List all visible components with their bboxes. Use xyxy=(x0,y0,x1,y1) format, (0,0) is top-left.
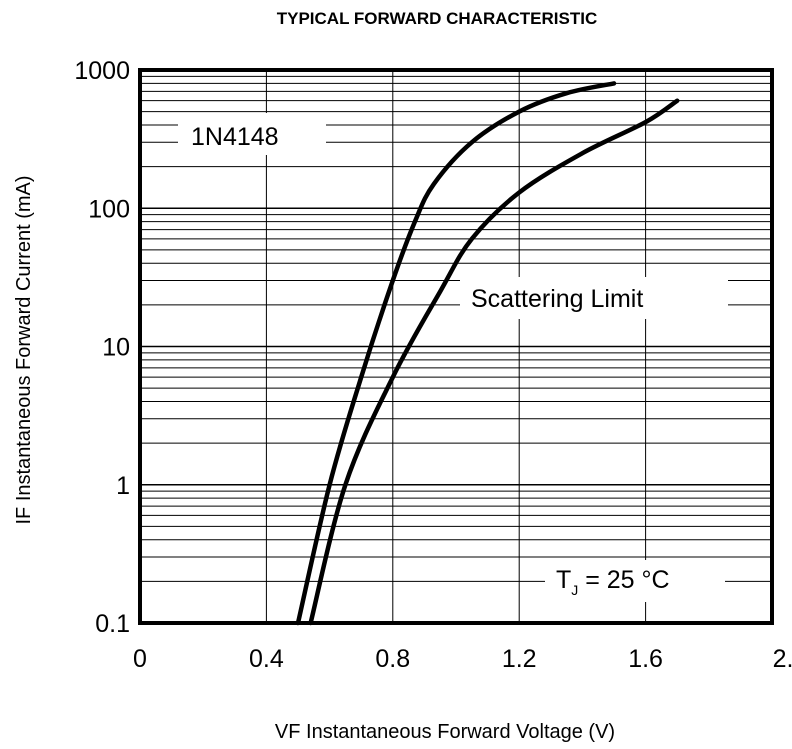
tj-value: = 25 °C xyxy=(578,566,669,594)
chart-title: TYPICAL FORWARD CHARACTERISTIC xyxy=(277,9,598,28)
scatter-limit-label: Scattering Limit xyxy=(471,285,643,313)
y-tick-label: 0.1 xyxy=(95,610,130,638)
forward-curve-2 xyxy=(308,98,680,626)
x-tick-label: 0.4 xyxy=(249,645,284,673)
plot-frame xyxy=(138,68,774,625)
x-tick-label: 1.2 xyxy=(502,645,537,673)
y-ticks: 0.1 1 10 100 1000 xyxy=(74,57,130,638)
y-tick-label: 100 xyxy=(88,195,130,223)
x-tick-label: 0 xyxy=(133,645,147,673)
tj-label-bg xyxy=(545,560,725,602)
tj-symbol: T xyxy=(556,566,571,594)
device-label: 1N4148 xyxy=(191,123,279,151)
y-tick-label: 10 xyxy=(102,334,130,362)
x-tick-label: 1.6 xyxy=(628,645,663,673)
junction-temperature-label: TJ = 25 °C xyxy=(556,566,670,598)
tj-subscript: J xyxy=(571,582,578,598)
scatter-label-bg xyxy=(460,277,728,319)
y-tick-label: 1 xyxy=(116,472,130,500)
y-axis-label: IF Instantaneous Forward Current (mA) xyxy=(13,175,35,524)
curves xyxy=(295,81,680,626)
x-ticks: 0 0.4 0.8 1.2 1.6 2.0 xyxy=(133,645,792,673)
forward-curve-1 xyxy=(295,81,617,626)
y-tick-label: 1000 xyxy=(74,57,130,85)
x-axis-label: VF Instantaneous Forward Voltage (V) xyxy=(275,721,615,743)
x-tick-label: 0.8 xyxy=(375,645,410,673)
x-tick-label: 2.0 xyxy=(773,645,792,673)
device-label-bg xyxy=(178,113,326,155)
